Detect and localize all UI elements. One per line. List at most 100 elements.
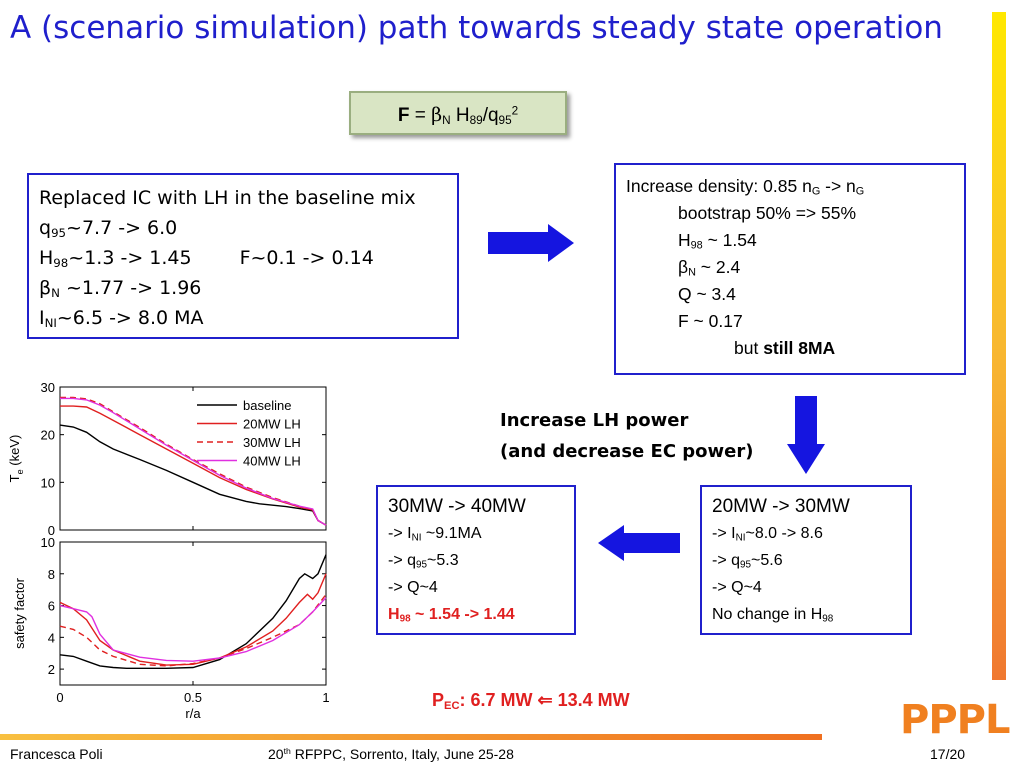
- x-axis-label: r/a: [185, 706, 201, 721]
- sidebar-gradient-bar: [992, 12, 1006, 680]
- series-line-baseline: [59, 424, 327, 526]
- density-beta-line: βN ~ 2.4: [626, 254, 954, 281]
- footer-conference: 20th RFPPC, Sorrento, Italy, June 25-28: [268, 746, 514, 762]
- pppl-logo: PPPL: [900, 697, 1010, 743]
- baseline-i: I: [39, 307, 45, 329]
- box40-q: -> q: [388, 552, 417, 569]
- box40-h-val: ~ 1.54 -> 1.44: [410, 606, 515, 623]
- density-pre: Increase density: 0.85 n: [626, 176, 812, 196]
- series-line-30mw-lh: [59, 593, 327, 667]
- series-line-20mw-lh: [59, 573, 327, 666]
- box30-q: -> q: [712, 552, 741, 569]
- baseline-beta-val: ~1.77 -> 1.96: [59, 277, 202, 299]
- plasma-profile-charts: 0 10 20 30 Te (keV) baseline 20MW LH 30MW LH 40M…: [7, 380, 330, 721]
- formula-F: F: [397, 105, 410, 126]
- density-but-line: but still 8MA: [626, 335, 954, 362]
- density-bootstrap: bootstrap 50% => 55%: [678, 203, 857, 223]
- box30-i-line: -> INI~8.0 -> 8.6: [712, 520, 900, 547]
- density-but: but: [734, 338, 764, 358]
- pec-text1: : 6.7 MW: [459, 690, 538, 710]
- y-tick-label: 2: [48, 662, 55, 677]
- baseline-h-val: ~1.3 -> 1.45: [68, 247, 192, 269]
- density-arrow: -> n: [820, 176, 856, 196]
- y-tick-label: 30: [41, 380, 55, 395]
- density-ng2: G: [855, 185, 865, 198]
- box30-i-sub: NI: [735, 532, 746, 544]
- baseline-h: H: [39, 247, 54, 269]
- arrow-left-icon: [596, 525, 682, 561]
- baseline-line1: Replaced IC with LH in the baseline mix: [39, 187, 416, 209]
- arrow-left-bold-icon: ⇐: [537, 690, 553, 710]
- baseline-q-val: ~7.7 -> 6.0: [66, 217, 178, 239]
- legend-label: 40MW LH: [243, 454, 301, 469]
- box40-q-val: ~5.3: [427, 552, 459, 569]
- legend-label: baseline: [243, 398, 291, 413]
- pec-label: PEC: 6.7 MW ⇐ 13.4 MW: [432, 690, 630, 711]
- pec-sub: EC: [444, 699, 460, 712]
- formula-q: /q: [482, 105, 499, 126]
- box40-i-val: ~9.1MA: [421, 525, 482, 542]
- footer-bar: [0, 734, 822, 740]
- baseline-q-line: q95~7.7 -> 6.0: [39, 213, 447, 243]
- footer-conf-post: RFPPC, Sorrento, Italy, June 25-28: [290, 746, 514, 762]
- box40-h-line: H98 ~ 1.54 -> 1.44: [388, 601, 564, 628]
- series-line-40mw-lh: [59, 597, 327, 662]
- density-beta: β: [678, 257, 689, 277]
- density-h-line: H98 ~ 1.54: [626, 227, 954, 254]
- box30-h-line: No change in H98: [712, 601, 900, 628]
- series-line-baseline: [59, 554, 327, 669]
- legend-label: 20MW LH: [243, 417, 301, 432]
- box40-h: H: [388, 606, 400, 623]
- y-axis-label-main: T: [7, 474, 22, 482]
- lh-power-line1: Increase LH power: [500, 410, 689, 431]
- box40-i-line: -> INI ~9.1MA: [388, 520, 564, 547]
- y-axis-label: safety factor: [12, 577, 27, 648]
- baseline-beta: β: [39, 277, 52, 299]
- y-axis-label: Te (keV): [7, 435, 25, 483]
- y-tick-label: 4: [48, 630, 55, 645]
- box30-i-val: ~8.0 -> 8.6: [745, 525, 823, 542]
- y-axis-label-unit: (keV): [7, 435, 22, 470]
- box-30-40mw: 30MW -> 40MW -> INI ~9.1MA -> q95~5.3 ->…: [376, 485, 576, 635]
- box40-q-line: -> q95~5.3: [388, 547, 564, 574]
- lh-power-line2: (and decrease EC power): [500, 441, 754, 462]
- y-axis-label-sub: e: [15, 469, 25, 474]
- density-box: Increase density: 0.85 nG -> nG bootstra…: [614, 163, 966, 375]
- box30-h-sub: 98: [822, 613, 834, 625]
- baseline-q-sub: 95: [51, 225, 67, 240]
- x-tick-label: 1: [322, 690, 329, 705]
- y-tick-label: 10: [41, 535, 55, 550]
- box30-h: No change in H: [712, 606, 823, 623]
- baseline-box: Replaced IC with LH in the baseline mix …: [27, 173, 459, 339]
- baseline-h-sub: 98: [53, 255, 69, 270]
- legend-label: 30MW LH: [243, 435, 301, 450]
- baseline-i-val: ~6.5 -> 8.0 MA: [56, 307, 204, 329]
- density-line1: Increase density: 0.85 nG -> nG: [626, 173, 954, 200]
- y-tick-label: 20: [41, 428, 55, 443]
- box40-q-sub: 95: [416, 559, 428, 571]
- box40-Q: -> Q~4: [388, 579, 438, 596]
- density-beta-sub: N: [688, 266, 696, 279]
- footer-conf-pre: 20: [268, 746, 284, 762]
- y-tick-label: 6: [48, 599, 55, 614]
- baseline-i-line: INI~6.5 -> 8.0 MA: [39, 303, 447, 333]
- baseline-i-sub: NI: [44, 315, 57, 330]
- footer-author: Francesca Poli: [10, 746, 103, 762]
- box30-q-sub: 95: [740, 559, 752, 571]
- y-tick-label: 10: [41, 475, 55, 490]
- box30-q-line: -> q95~5.6: [712, 547, 900, 574]
- footer-page: 17/20: [930, 746, 966, 762]
- lh-power-label: Increase LH power (and decrease EC power…: [500, 405, 754, 467]
- density-q: Q ~ 3.4: [678, 284, 736, 304]
- x-tick-label: 0: [56, 690, 63, 705]
- box30-q-val: ~5.6: [751, 552, 783, 569]
- density-still: still 8MA: [763, 338, 836, 358]
- baseline-beta-sub: N: [51, 285, 60, 300]
- box40-i: -> I: [388, 525, 412, 542]
- density-f: F ~ 0.17: [678, 311, 743, 331]
- arrow-down-icon: [786, 394, 826, 476]
- box30-i: -> I: [712, 525, 736, 542]
- formula-N: N: [442, 113, 451, 127]
- pec-p: P: [432, 690, 445, 710]
- density-h: H: [678, 230, 691, 250]
